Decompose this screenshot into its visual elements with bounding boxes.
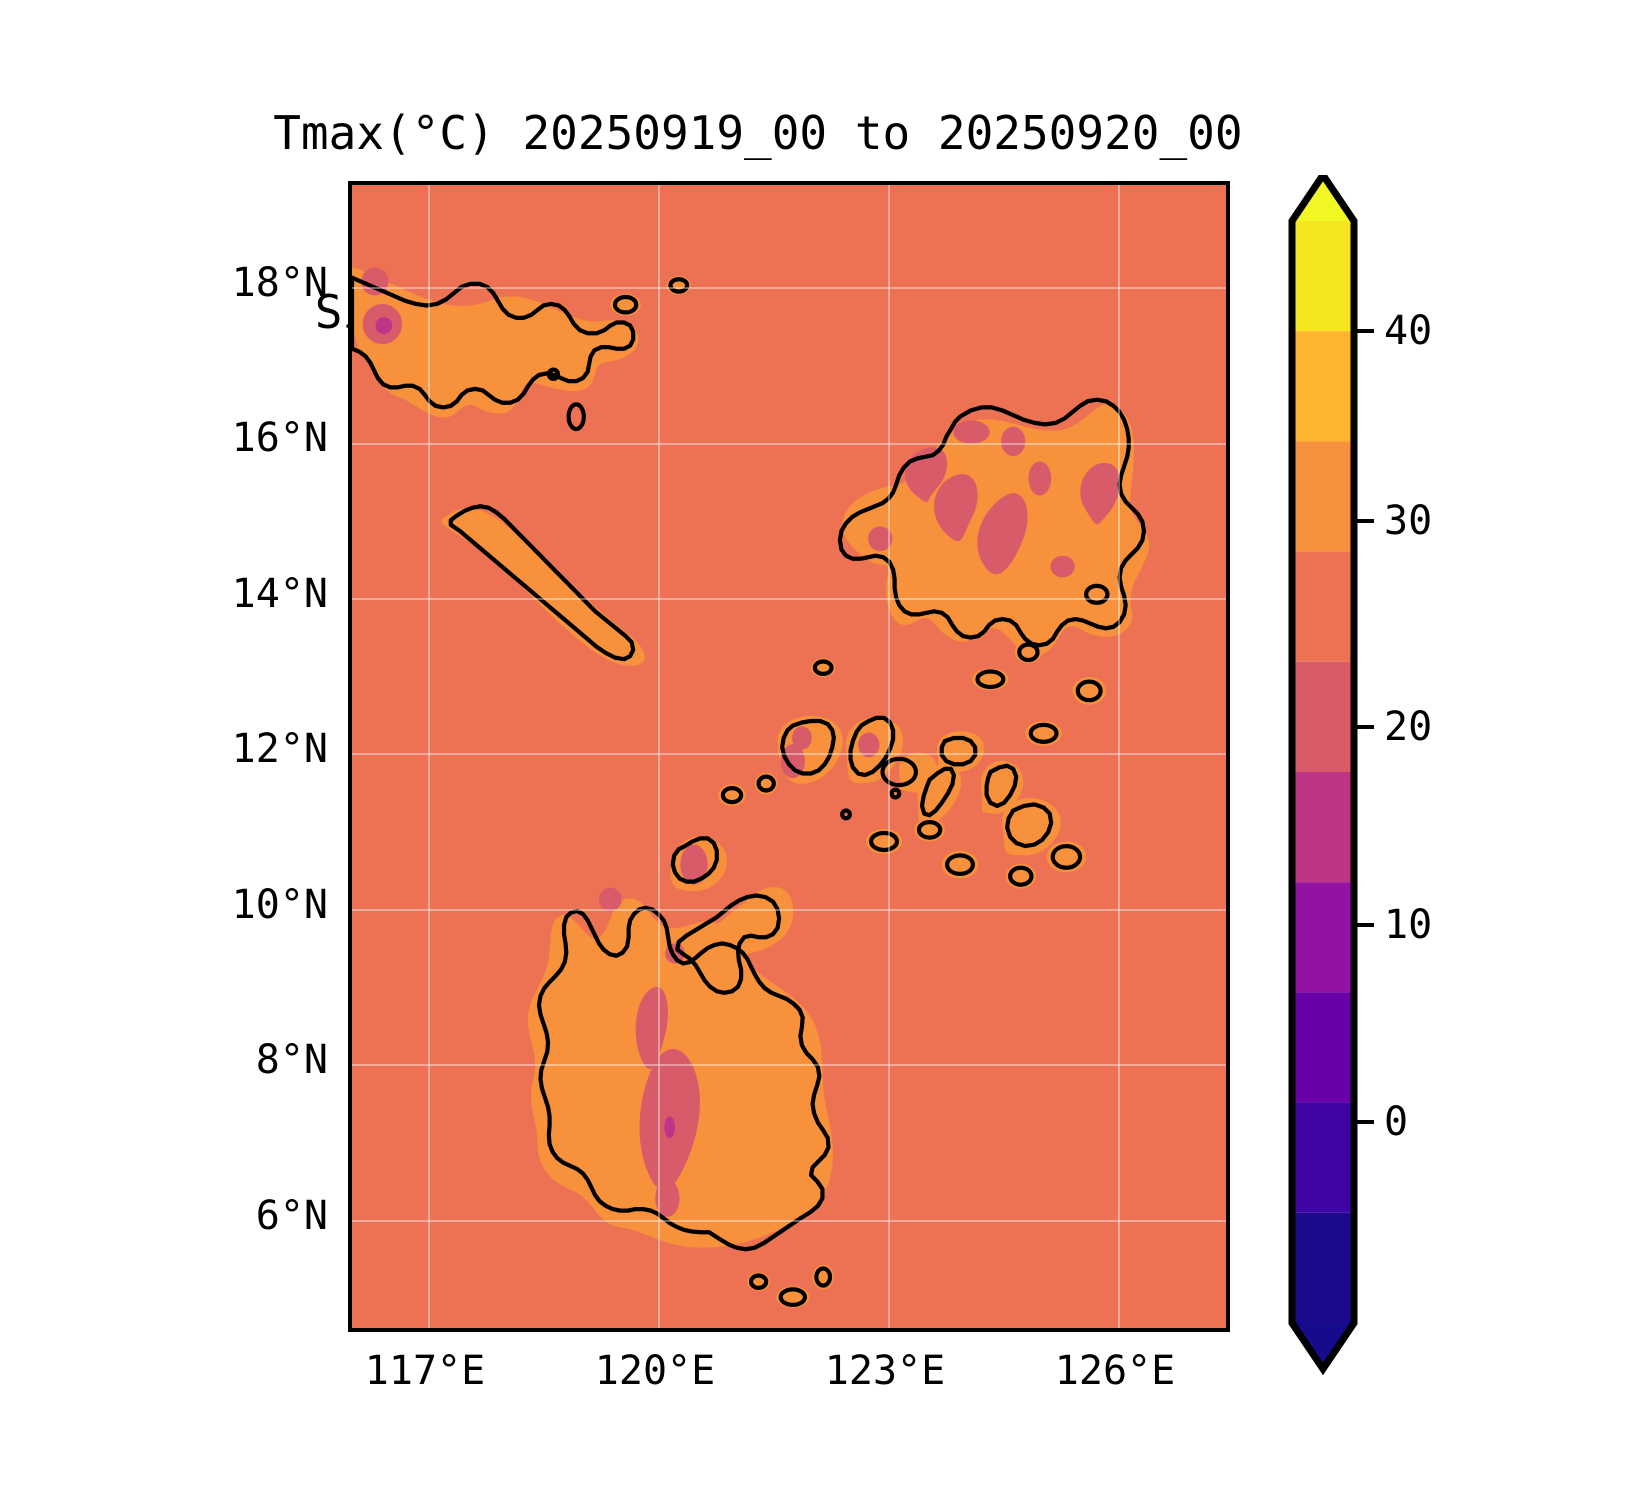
colorbar-gradient [1288, 175, 1358, 1376]
map-canvas [352, 185, 1226, 1328]
y-tick-label-14N: 14°N [231, 571, 328, 617]
y-tick-label-10N: 10°N [231, 882, 328, 928]
colorbar-tick-label-0: 0 [1384, 1099, 1409, 1145]
x-tick-label-123E: 123°E [824, 1348, 946, 1394]
x-tick-label-126E: 126°E [1054, 1348, 1176, 1394]
y-tick-label-12N: 12°N [231, 726, 328, 772]
colorbar-tick-label-10: 10 [1384, 902, 1433, 948]
colorbar[interactable] [1288, 175, 1358, 1465]
temperature-contour-layer [352, 266, 1150, 1308]
y-tick-label-16N: 16°N [231, 415, 328, 461]
map-plot-area [348, 181, 1230, 1332]
colorbar-tick-label-30: 30 [1384, 498, 1433, 544]
colorbar-tickmark-20 [1354, 725, 1374, 729]
y-tick-label-6N: 6°N [255, 1193, 328, 1239]
colorbar-tickmark-30 [1354, 519, 1374, 523]
colorbar-tick-label-40: 40 [1384, 308, 1433, 354]
title-line-1: Tmax(°C) 20250919_00 to 20250920_00 [273, 105, 1243, 160]
x-tick-label-117E: 117°E [364, 1348, 486, 1394]
temp-band-15-20 [375, 317, 676, 1139]
coastline-layer [352, 278, 1144, 1307]
y-tick-label-8N: 8°N [255, 1037, 328, 1083]
x-tick-label-120E: 120°E [594, 1348, 716, 1394]
colorbar-tick-label-20: 20 [1384, 704, 1433, 750]
y-tick-label-18N: 18°N [231, 260, 328, 306]
colorbar-tickmark-10 [1354, 923, 1374, 927]
colorbar-tickmark-40 [1354, 329, 1374, 333]
colorbar-tickmark-0 [1354, 1120, 1374, 1124]
temp-band-20-25 [361, 267, 1120, 1217]
